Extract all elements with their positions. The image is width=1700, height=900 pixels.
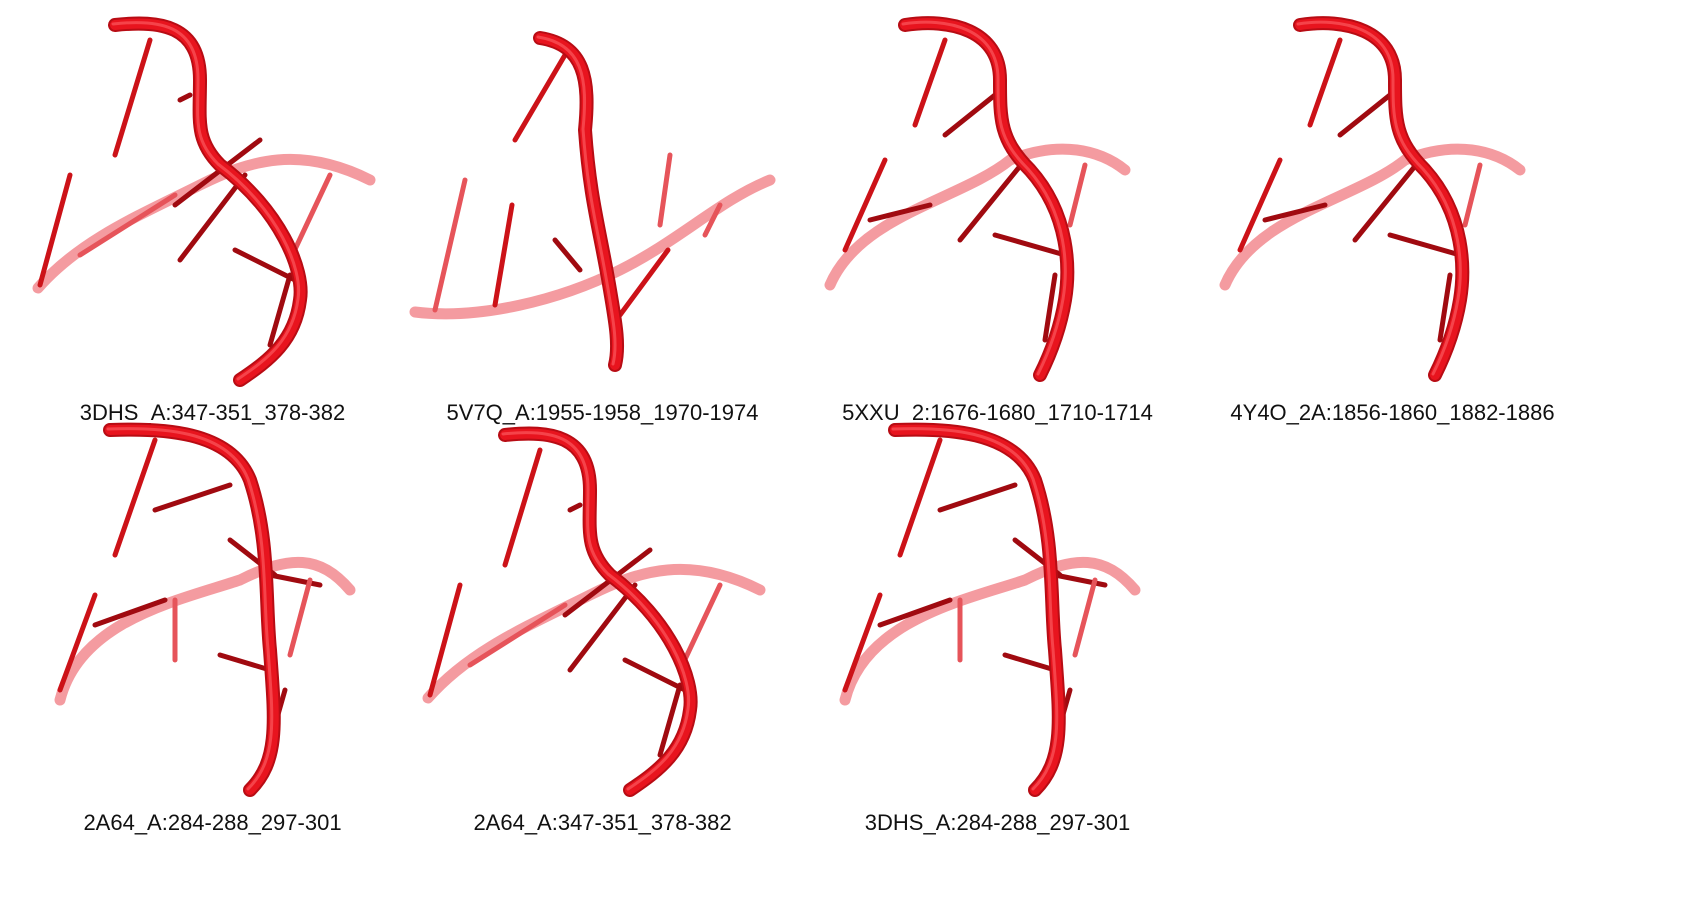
nucleotide-base-stick <box>617 247 671 318</box>
structure-label: 2A64_A:284-288_297-301 <box>83 810 342 835</box>
backbone-back-strand <box>1219 143 1526 291</box>
nucleotide-base-stick <box>432 177 468 313</box>
nucleotide-base-stick <box>467 602 568 668</box>
nucleotide-base-stick <box>842 592 883 693</box>
backbone-front-highlight <box>501 431 691 791</box>
nucleotide-base-stick <box>1072 577 1098 658</box>
nucleotide-base-stick <box>512 52 568 143</box>
structure-label: 5V7Q_A:1955-1958_1970-1974 <box>446 400 759 425</box>
nucleotide-base-stick <box>942 92 998 138</box>
nucleotide-base-stick <box>267 272 293 348</box>
nucleotide-base-stick <box>1352 157 1423 243</box>
rna-motif-render <box>32 16 376 387</box>
nucleotide-base-stick <box>562 547 653 618</box>
nucleotide-base-stick <box>1002 652 1058 673</box>
nucleotide-base-stick <box>957 157 1028 243</box>
nucleotide-base-stick <box>657 682 683 758</box>
nucleotide-base-stick <box>702 202 723 238</box>
backbone-back-strand <box>824 143 1131 291</box>
nucleotide-base-stick <box>112 437 158 558</box>
nucleotide-base-stick <box>502 447 543 568</box>
nucleotide-base-stick <box>1337 92 1393 138</box>
rna-motif-render <box>839 422 1141 797</box>
structure-label: 3DHS_A:347-351_378-382 <box>79 400 346 425</box>
nucleotide-base-stick <box>492 202 515 308</box>
nucleotide-base-stick <box>1437 272 1453 343</box>
nucleotide-base-stick <box>1067 162 1088 228</box>
nucleotide-base-stick <box>172 137 263 208</box>
backbone-front-highlight <box>901 20 1067 376</box>
rna-motif-render <box>824 16 1131 382</box>
nucleotide-base-stick <box>912 37 948 128</box>
nucleotide-base-stick <box>287 172 333 263</box>
backbone-back-strand <box>32 153 376 294</box>
nucleotide-base-stick <box>1462 162 1483 228</box>
nucleotide-base-stick <box>552 237 583 273</box>
backbone-front-highlight <box>536 35 617 366</box>
nucleotide-base-stick <box>177 92 193 103</box>
nucleotide-base-stick <box>37 172 73 288</box>
structure-panel: 4Y4O_2A:1856-1860_1882-1886 <box>1180 0 1605 450</box>
nucleotide-base-stick <box>112 37 153 158</box>
nucleotide-base-stick <box>842 157 888 253</box>
rna-motif-render <box>54 422 356 797</box>
nucleotide-base-stick <box>427 582 463 698</box>
rna-motif-render <box>422 426 766 797</box>
nucleotide-base-stick <box>1387 232 1463 258</box>
rna-motif-render <box>1219 16 1526 382</box>
nucleotide-base-stick <box>177 172 248 263</box>
nucleotide-base-stick <box>1237 157 1283 253</box>
nucleotide-base-stick <box>567 582 638 673</box>
structure-label: 3DHS_A:284-288_297-301 <box>864 810 1131 835</box>
structure-panel: 5XXU_2:1676-1680_1710-1714 <box>785 0 1210 450</box>
structure-panel: 3DHS_A:347-351_378-382 <box>0 0 425 450</box>
structure-label: 2A64_A:347-351_378-382 <box>473 810 732 835</box>
nucleotide-base-stick <box>992 232 1068 258</box>
backbone-front-highlight <box>106 427 274 791</box>
nucleotide-base-stick <box>657 152 673 228</box>
nucleotide-base-stick <box>57 592 98 693</box>
nucleotide-base-stick <box>152 482 233 513</box>
nucleotide-base-stick <box>1042 272 1058 343</box>
nucleotide-base-stick <box>867 202 933 223</box>
backbone-back-strand <box>839 556 1141 706</box>
structure-panel: 2A64_A:347-351_378-382 <box>390 410 815 860</box>
nucleotide-base-stick <box>622 657 688 693</box>
structure-panel: 3DHS_A:284-288_297-301 <box>785 410 1210 860</box>
nucleotide-base-stick <box>1262 202 1328 223</box>
nucleotide-base-stick <box>92 597 168 628</box>
nucleotide-base-stick <box>677 582 723 673</box>
nucleotide-base-stick <box>1307 37 1343 128</box>
nucleotide-base-stick <box>567 502 583 513</box>
nucleotide-base-stick <box>877 597 953 628</box>
backbone-front-strand <box>535 33 623 370</box>
structure-panel: 2A64_A:284-288_297-301 <box>0 410 425 860</box>
structure-panel: 5V7Q_A:1955-1958_1970-1974 <box>390 0 815 450</box>
backbone-front-highlight <box>111 21 301 381</box>
backbone-back-strand <box>54 556 356 706</box>
nucleotide-base-stick <box>897 437 943 558</box>
backbone-front-strand-shadow <box>533 31 625 372</box>
structure-label: 4Y4O_2A:1856-1860_1882-1886 <box>1230 400 1555 425</box>
nucleotide-base-stick <box>77 192 178 258</box>
nucleotide-base-stick <box>937 482 1018 513</box>
backbone-front-highlight <box>891 427 1059 791</box>
rna-motif-render <box>409 31 776 372</box>
backbone-back-strand <box>409 174 776 320</box>
nucleotide-base-stick <box>217 652 273 673</box>
backbone-back-strand <box>422 563 766 704</box>
backbone-front-highlight <box>1296 20 1462 376</box>
nucleotide-base-stick <box>232 247 298 283</box>
structure-label: 5XXU_2:1676-1680_1710-1714 <box>842 400 1153 425</box>
nucleotide-base-stick <box>287 577 313 658</box>
